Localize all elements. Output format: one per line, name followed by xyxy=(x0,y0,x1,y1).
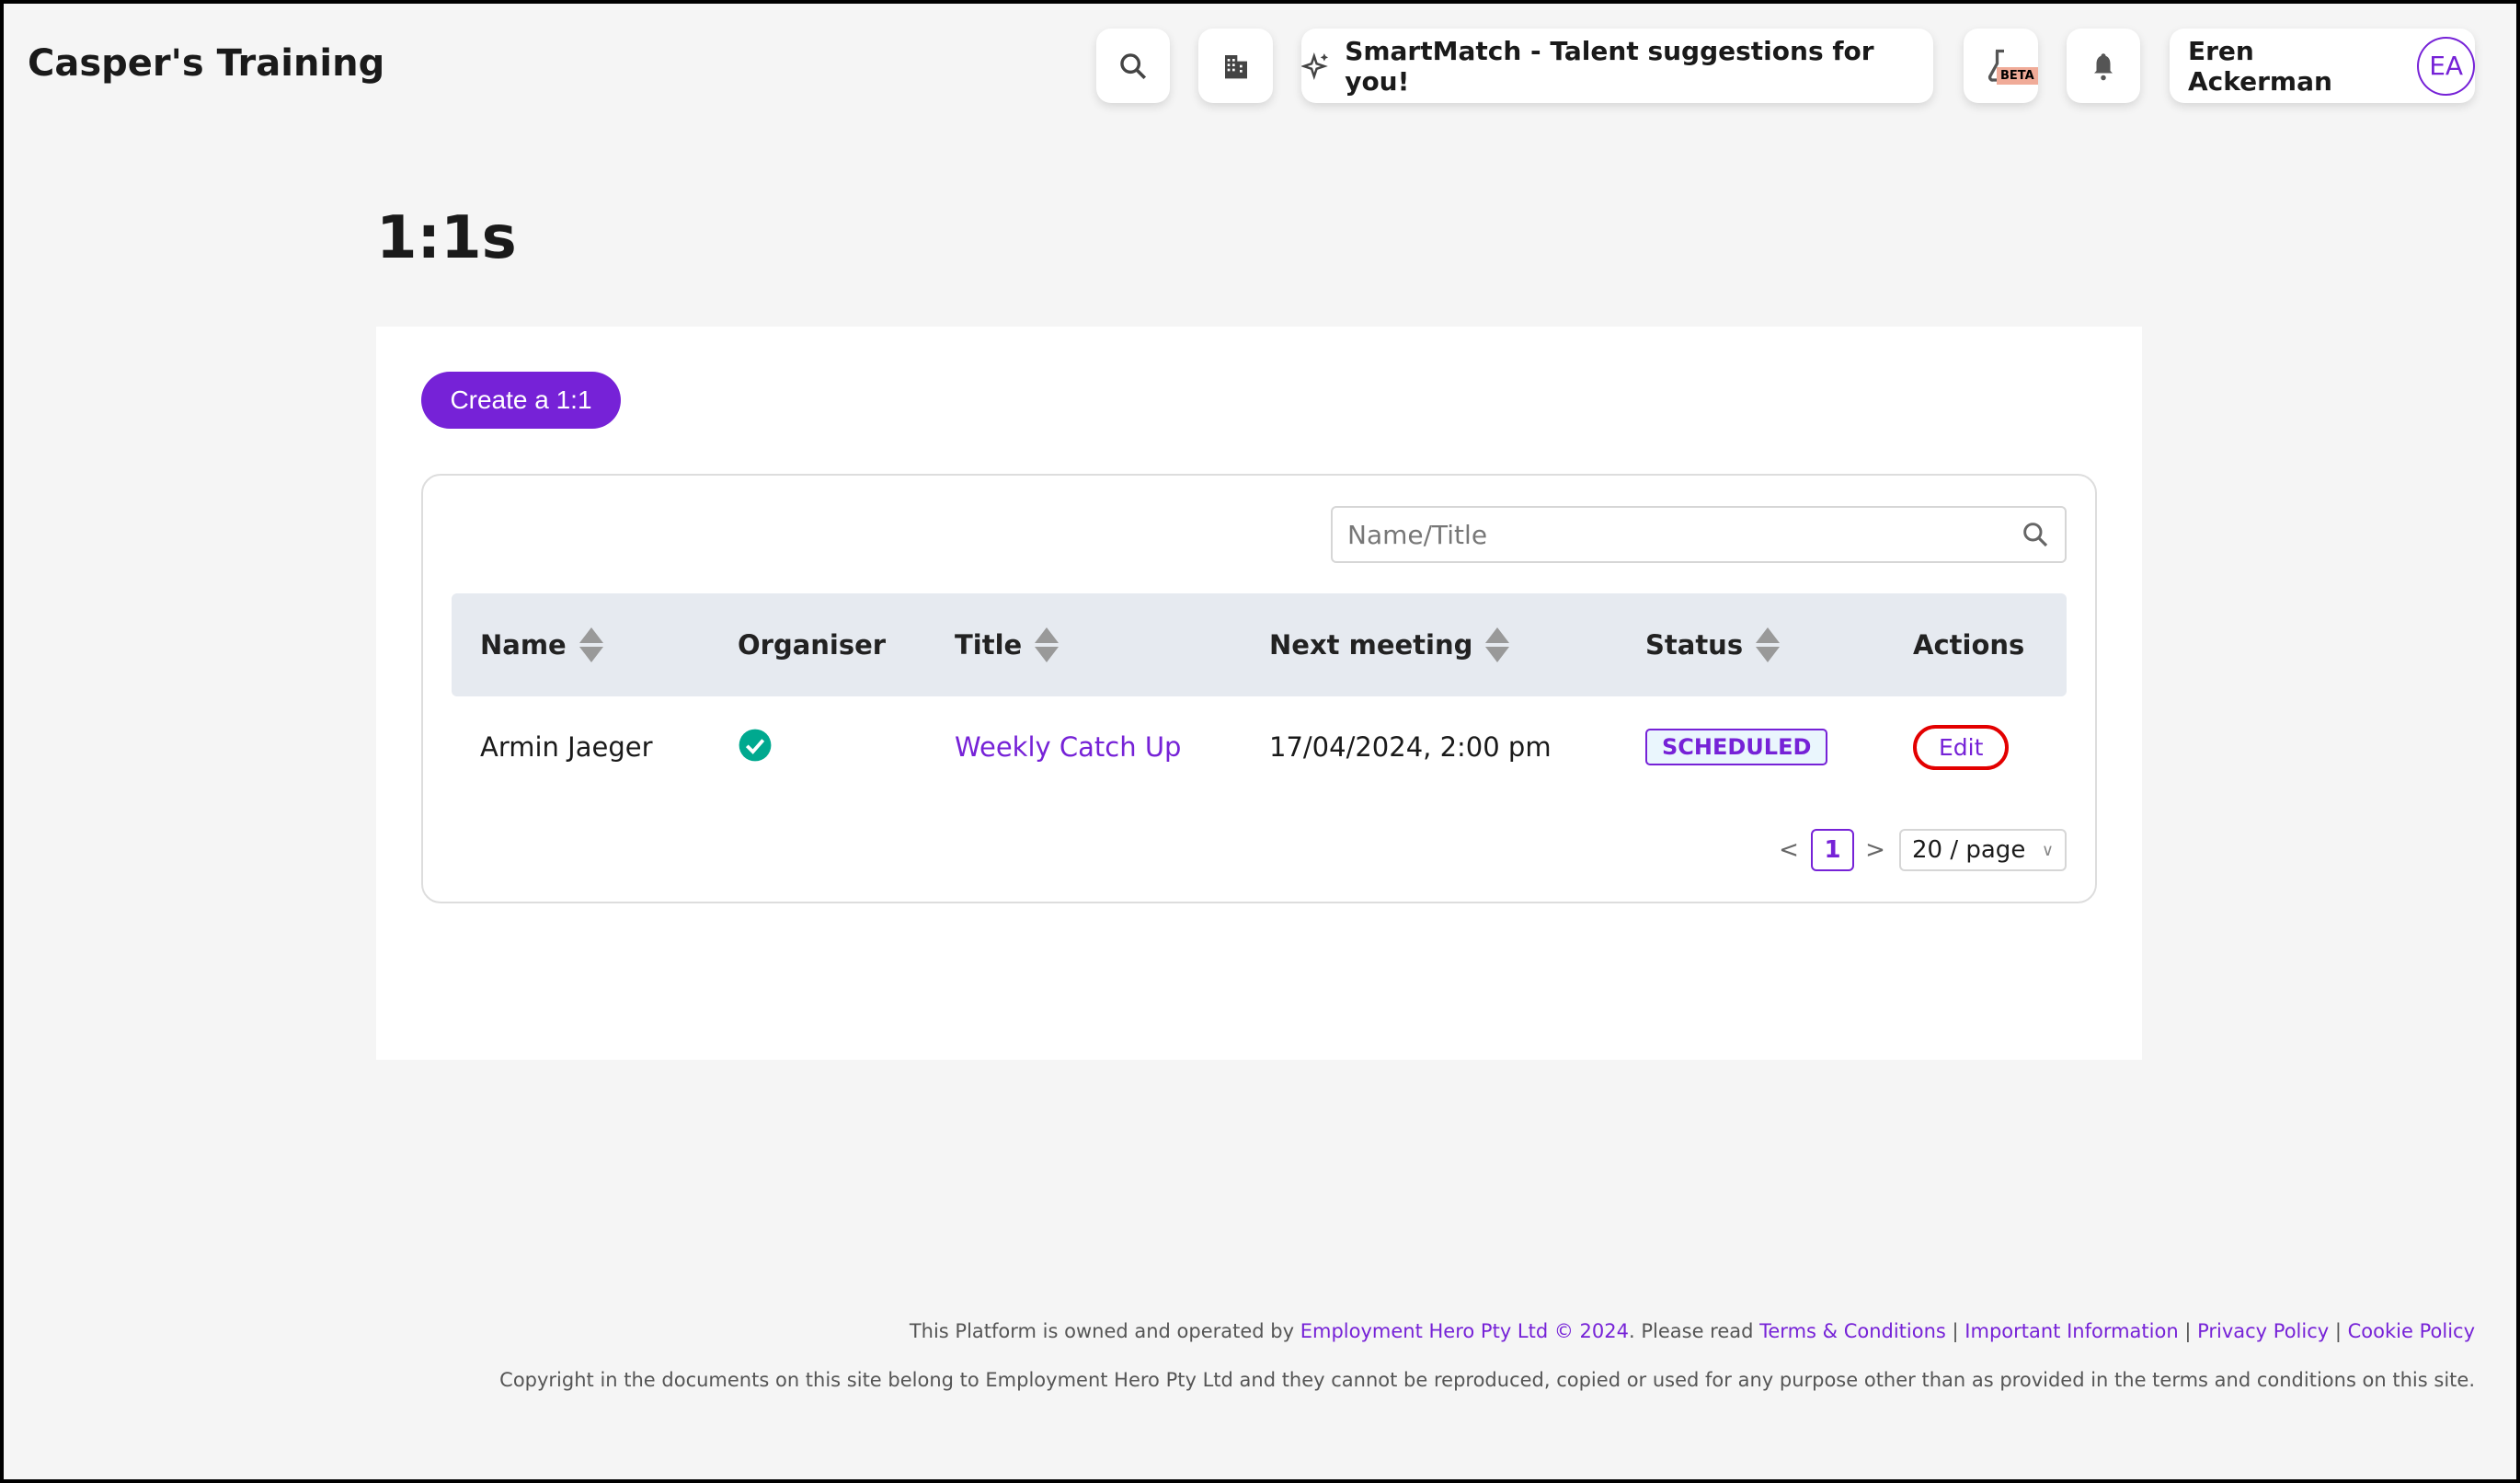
sort-icon[interactable] xyxy=(578,627,603,662)
column-organiser: Organiser xyxy=(738,593,886,696)
footer-text: . Please read xyxy=(1628,1320,1760,1342)
search-icon xyxy=(2023,523,2048,547)
cell-name: Armin Jaeger xyxy=(480,731,653,763)
cookie-policy-link[interactable]: Cookie Policy xyxy=(2347,1320,2475,1342)
footer-legal-line: This Platform is owned and operated by E… xyxy=(910,1320,2475,1342)
building-icon xyxy=(1224,54,1247,78)
column-next-meeting[interactable]: Next meeting xyxy=(1269,593,1510,696)
column-actions: Actions xyxy=(1913,593,2024,696)
user-name: Eren Ackerman xyxy=(2188,35,2332,97)
title-link[interactable]: Weekly Catch Up xyxy=(955,731,1182,763)
edit-button[interactable]: Edit xyxy=(1913,724,2010,770)
beta-badge: BETA xyxy=(1997,67,2038,85)
column-label: Actions xyxy=(1913,629,2025,661)
notifications-button[interactable] xyxy=(2067,29,2140,103)
column-label: Status xyxy=(1645,629,1744,661)
cell-next-meeting: 17/04/2024, 2:00 pm xyxy=(1269,731,1552,763)
avatar[interactable]: EA xyxy=(2417,36,2475,96)
separator: | xyxy=(2178,1320,2198,1342)
column-label: Next meeting xyxy=(1269,629,1473,661)
search-input[interactable] xyxy=(1347,519,2021,550)
column-label: Title xyxy=(955,629,1023,661)
page-size-select[interactable]: 20 / page ∨ xyxy=(1899,829,2067,871)
user-menu[interactable]: Eren Ackerman EA xyxy=(2170,29,2475,103)
previous-page-button[interactable]: < xyxy=(1779,836,1799,864)
flask-icon xyxy=(1987,49,2007,82)
separator: | xyxy=(2329,1320,2348,1342)
column-name[interactable]: Name xyxy=(480,593,603,696)
chevron-down-icon: ∨ xyxy=(2041,840,2054,860)
column-label: Organiser xyxy=(738,629,887,661)
table-header: Name Organiser Title Next meeting Status… xyxy=(452,593,2067,696)
table-container xyxy=(421,474,2097,903)
sort-icon[interactable] xyxy=(1756,627,1781,662)
column-title[interactable]: Title xyxy=(955,593,1060,696)
create-one-on-one-button[interactable]: Create a 1:1 xyxy=(421,372,621,429)
company-name: Casper's Training xyxy=(28,42,385,85)
privacy-policy-link[interactable]: Privacy Policy xyxy=(2197,1320,2330,1342)
organisation-button[interactable] xyxy=(1198,29,1273,103)
footer-text: This Platform is owned and operated by xyxy=(909,1320,1300,1342)
bell-icon xyxy=(2094,52,2113,80)
important-information-link[interactable]: Important Information xyxy=(1964,1320,2179,1342)
search-icon xyxy=(1120,52,1147,79)
page-title: 1:1s xyxy=(376,204,517,272)
column-label: Name xyxy=(480,629,567,661)
column-status[interactable]: Status xyxy=(1645,593,1781,696)
page-size-value: 20 / page xyxy=(1912,836,2026,864)
sort-icon[interactable] xyxy=(1035,627,1060,662)
sparkle-icon xyxy=(1301,52,1329,80)
search-field[interactable] xyxy=(1331,506,2067,563)
search-button[interactable] xyxy=(1096,29,1170,103)
separator: | xyxy=(1945,1320,1965,1342)
next-page-button[interactable]: > xyxy=(1865,836,1885,864)
smartmatch-label: SmartMatch - Talent suggestions for you! xyxy=(1345,35,1874,97)
page-1-button[interactable]: 1 xyxy=(1811,829,1854,871)
terms-link[interactable]: Terms & Conditions xyxy=(1759,1320,1946,1342)
status-badge: SCHEDULED xyxy=(1645,729,1828,765)
beta-features-button[interactable]: BETA xyxy=(1964,29,2038,103)
employment-hero-link[interactable]: Employment Hero Pty Ltd © 2024 xyxy=(1300,1320,1629,1342)
smartmatch-button[interactable]: SmartMatch - Talent suggestions for you! xyxy=(1301,29,1933,103)
sort-icon[interactable] xyxy=(1485,627,1510,662)
footer-copyright: Copyright in the documents on this site … xyxy=(499,1369,2475,1391)
organiser-check-icon xyxy=(738,725,773,765)
